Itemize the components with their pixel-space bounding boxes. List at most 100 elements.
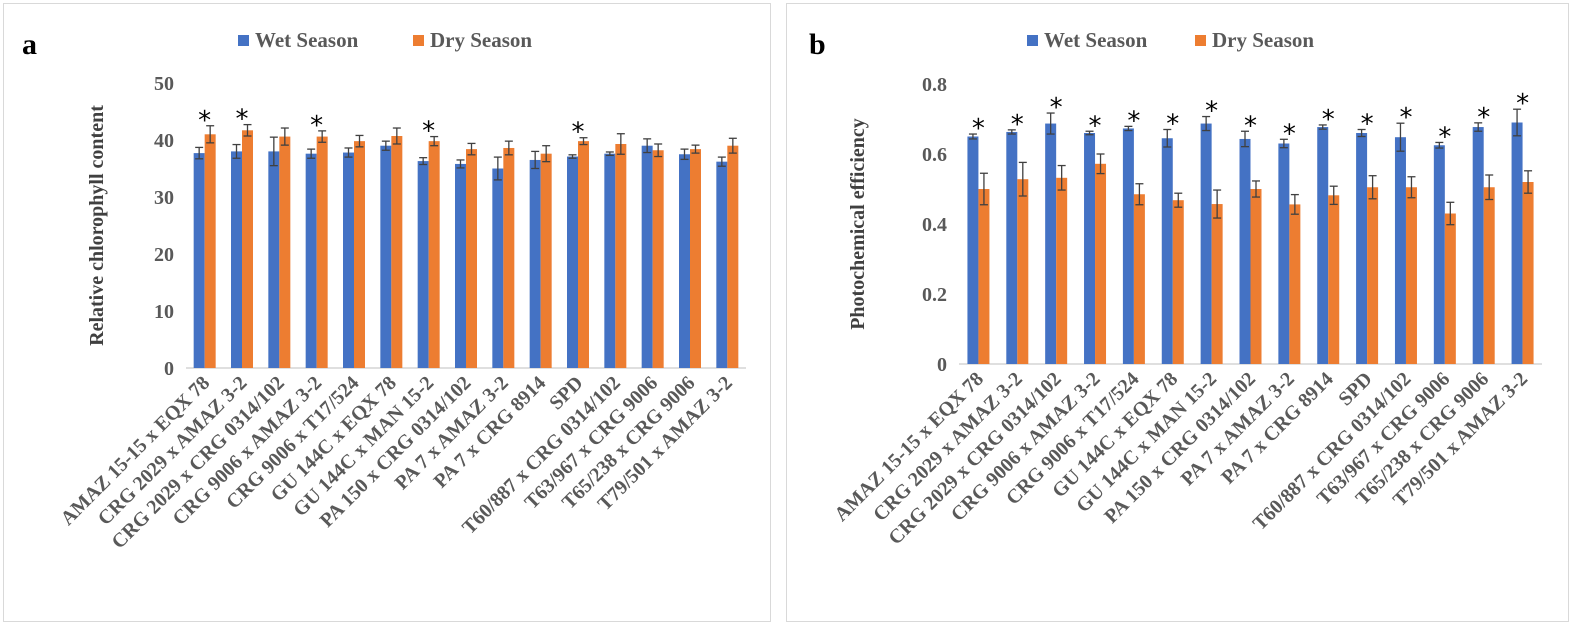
bar-dry	[316, 136, 328, 368]
bar-wet	[1394, 137, 1406, 364]
bar-dry	[1095, 163, 1107, 364]
bar-wet	[305, 153, 317, 368]
significance-marker: *	[1399, 103, 1412, 133]
bar-dry	[1133, 194, 1145, 364]
chart-panel-b: b Wet Season Dry Season 0 0.2 0.4 0.6 0.8 Photoc…	[786, 3, 1569, 622]
bar-wet	[1433, 145, 1445, 364]
significance-marker: *	[1438, 122, 1451, 152]
y-axis-title: Relative chlorophyll content	[86, 105, 108, 346]
significance-marker: *	[236, 105, 249, 135]
bar-wet	[604, 153, 616, 368]
bar-dry	[354, 141, 365, 368]
chart-a-svg: a Wet Season Dry Season 0 10 20 30 40 50 Relative…	[22, 28, 746, 553]
bar-dry	[690, 149, 701, 368]
y-tick-label: 0	[164, 358, 174, 380]
bar-dry	[1328, 195, 1340, 364]
bar-dry	[428, 141, 440, 368]
significance-marker: *	[972, 114, 985, 144]
bar-dry	[1017, 179, 1029, 364]
bar-dry	[204, 134, 216, 368]
significance-marker: *	[1283, 119, 1296, 149]
x-tick-label: CRG 2029 x AMAZ 3-2	[94, 372, 252, 530]
panel-label: b	[809, 28, 826, 61]
panel-label: a	[22, 28, 37, 61]
y-tick-label: 30	[154, 187, 174, 209]
bar-wet	[343, 152, 354, 368]
bar-dry	[1250, 189, 1262, 364]
bar-wet	[417, 161, 429, 368]
significance-marker: *	[572, 118, 585, 148]
bar-wet	[679, 154, 690, 368]
bar-dry	[578, 141, 589, 368]
bar-wet	[567, 156, 578, 368]
bar-dry	[652, 150, 664, 368]
legend-swatch-dry	[413, 35, 424, 46]
bar-wet	[1511, 122, 1523, 364]
significance-marker: *	[1322, 105, 1335, 135]
bar-dry	[540, 153, 552, 368]
significance-marker: *	[1011, 110, 1024, 140]
legend-swatch-dry	[1195, 35, 1206, 46]
significance-marker: *	[310, 111, 323, 141]
significance-marker: *	[1205, 97, 1218, 127]
bar-wet	[455, 163, 466, 368]
bar-wet	[492, 168, 504, 368]
bar-dry	[1056, 177, 1068, 364]
significance-marker: *	[1127, 106, 1140, 136]
bar-wet	[268, 151, 280, 368]
bar-wet	[193, 153, 205, 368]
bar-wet	[380, 145, 392, 368]
y-tick-label: 40	[154, 130, 174, 152]
bar-dry	[1172, 200, 1184, 364]
legend-swatch-wet	[1027, 35, 1038, 46]
legend-label-dry: Dry Season	[1212, 28, 1314, 52]
bar-dry	[1367, 187, 1379, 364]
bar-wet	[1084, 133, 1096, 364]
bar-wet	[641, 145, 653, 368]
bar-dry	[391, 136, 403, 368]
legend-swatch-wet	[238, 35, 249, 46]
significance-marker: *	[1050, 93, 1063, 123]
bar-dry	[615, 143, 627, 368]
bar-wet	[716, 161, 728, 368]
bar-wet	[1472, 127, 1484, 364]
y-tick-label: 0.6	[922, 144, 947, 166]
y-tick-label: 0	[937, 354, 947, 376]
bar-wet	[231, 151, 242, 368]
y-axis-title: Photochemical efficiency	[847, 118, 869, 330]
y-tick-label: 0.4	[922, 214, 947, 236]
y-tick-label: 0.2	[922, 284, 947, 306]
significance-marker: *	[1089, 111, 1102, 141]
bar-dry	[1211, 204, 1223, 364]
y-tick-label: 20	[154, 244, 174, 266]
y-tick-label: 10	[154, 301, 174, 323]
legend-label-wet: Wet Season	[255, 28, 359, 52]
bar-dry	[1483, 187, 1495, 364]
bar-dry	[978, 189, 990, 364]
significance-marker: *	[1477, 103, 1490, 133]
bar-wet	[1278, 143, 1290, 364]
bar-wet	[1317, 127, 1329, 364]
bar-dry	[1289, 204, 1301, 364]
bar-wet	[967, 136, 979, 364]
bar-dry	[1522, 182, 1534, 364]
bar-wet	[1356, 133, 1368, 364]
legend-label-dry: Dry Season	[430, 28, 532, 52]
y-tick-label: 50	[154, 73, 174, 95]
chart-panel-a: a Wet Season Dry Season 0 10 20 30 40 50 Relative…	[3, 3, 771, 622]
legend-label-wet: Wet Season	[1044, 28, 1148, 52]
y-tick-label: 0.8	[922, 74, 947, 96]
significance-marker: *	[422, 117, 435, 147]
bar-wet	[1239, 138, 1251, 364]
bar-dry	[1405, 187, 1417, 364]
significance-marker: *	[1361, 110, 1374, 140]
bar-dry	[1444, 213, 1456, 364]
bar-dry	[279, 136, 291, 368]
bar-dry	[727, 145, 739, 368]
significance-marker: *	[1166, 110, 1179, 140]
bar-wet	[1200, 123, 1212, 364]
bar-wet	[1161, 138, 1173, 364]
bar-wet	[1122, 128, 1134, 364]
bar-wet	[1006, 131, 1018, 364]
bar-dry	[242, 130, 253, 368]
